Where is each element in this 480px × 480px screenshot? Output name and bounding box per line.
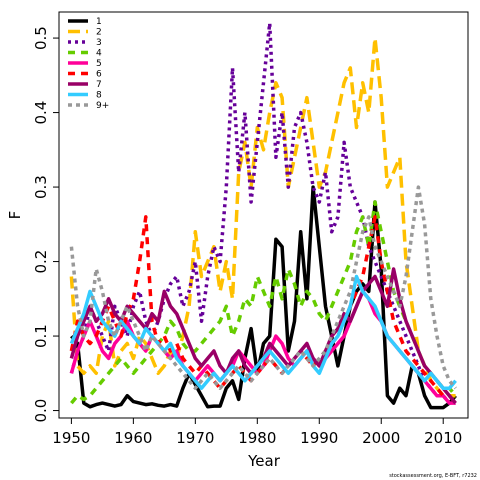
x-tick-label: 2000 [362, 429, 400, 447]
plot-frame [58, 11, 469, 419]
legend-label-8: 8 [96, 91, 102, 101]
series-line-1 [70, 185, 457, 410]
legend-label-6: 6 [96, 70, 102, 80]
legend-label-5: 5 [96, 59, 102, 69]
x-tick-label: 1980 [238, 429, 276, 447]
y-tick-label: 0.4 [32, 101, 50, 125]
series-line-9 [69, 185, 457, 390]
x-tick-label: 2010 [424, 429, 462, 447]
legend-label-3: 3 [96, 38, 102, 48]
y-tick-label: 0.0 [32, 399, 50, 423]
y-tick-label: 0.5 [32, 26, 50, 50]
legend-label-7: 7 [96, 80, 102, 90]
x-tick-label: 1960 [114, 429, 152, 447]
x-tick-label: 1970 [176, 429, 214, 447]
y-tick-label: 0.3 [32, 175, 50, 199]
legend-label-1: 1 [96, 17, 102, 27]
series-line-2 [69, 36, 456, 398]
credit-text: stockassessment.org, E-BFT, r7232 [389, 473, 477, 479]
legend-label-4: 4 [96, 49, 102, 59]
x-axis-title: Year [247, 452, 281, 470]
series-line-3 [69, 21, 456, 405]
y-axis-title: F [6, 211, 24, 220]
x-tick-label: 1950 [52, 429, 90, 447]
legend-label-2: 2 [96, 28, 102, 38]
y-tick-label: 0.2 [32, 250, 50, 274]
legend-label-9: 9+ [96, 101, 109, 111]
y-axis: 0.0 0.1 0.2 0.3 0.4 0.5 [32, 26, 59, 423]
y-tick-label: 0.1 [32, 324, 50, 348]
series-line-8 [69, 274, 457, 390]
x-tick-label: 1990 [300, 429, 338, 447]
series-layer [69, 21, 457, 410]
series-line-6 [69, 215, 457, 405]
x-axis: 1950 1960 1970 1980 1990 2000 2010 [52, 418, 462, 447]
